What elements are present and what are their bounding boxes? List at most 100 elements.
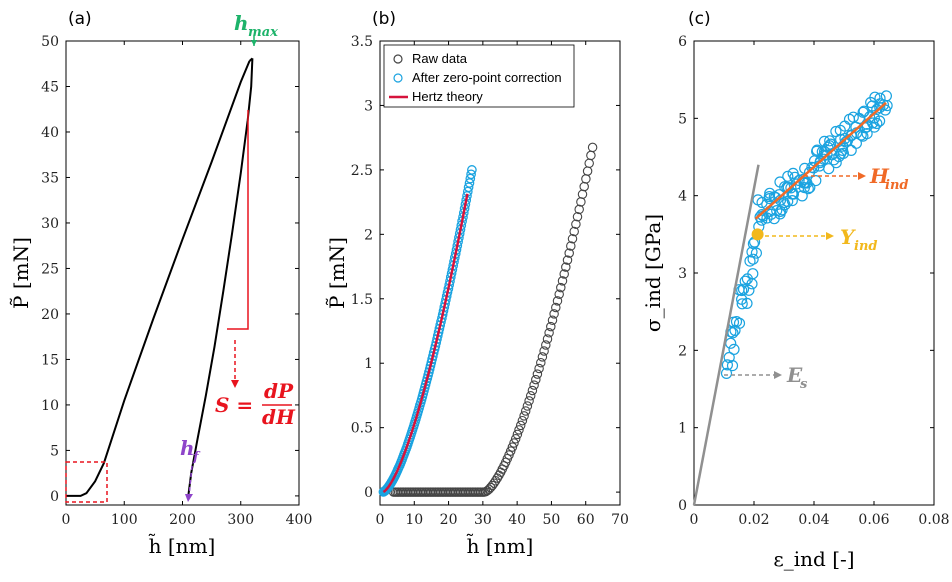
panel-a-stiffness-arrowhead xyxy=(231,380,239,388)
hind-sub: ind xyxy=(885,178,908,193)
y-tick-label: 1 xyxy=(364,356,373,372)
panel-b-axes-box xyxy=(379,40,621,506)
indentation-data-point xyxy=(787,188,800,200)
yind-text: Y xyxy=(840,225,856,249)
raw-data-point xyxy=(551,302,561,313)
yind-annotation: Y ind xyxy=(765,225,877,254)
y-tick-label: 3.5 xyxy=(351,34,373,50)
panel-a-ylabel: P̃ [mN] xyxy=(9,237,33,309)
panel-b-ylabel: P̃ [mN] xyxy=(325,237,349,309)
raw-data-point xyxy=(531,374,541,385)
indentation-data-point xyxy=(837,147,850,159)
panel-c-label: (c) xyxy=(688,9,711,29)
x-tick-label: 40 xyxy=(508,512,526,528)
raw-data-point xyxy=(537,352,548,362)
panel-a-stiffness-triangle xyxy=(227,110,249,330)
x-tick-label: 20 xyxy=(440,512,458,528)
raw-data-point xyxy=(536,357,546,368)
y-tick-label: 45 xyxy=(41,79,59,95)
indentation-data-point xyxy=(746,246,758,258)
panel-b-hertz-line xyxy=(382,193,469,493)
hf-arrowhead xyxy=(185,494,193,502)
legend-hertz-label: Hertz theory xyxy=(412,89,483,104)
raw-data-point xyxy=(569,226,579,237)
panel-c-data-points xyxy=(720,90,893,379)
raw-data-point xyxy=(559,269,569,279)
panel-b-raw-points xyxy=(388,142,598,497)
indentation-data-point xyxy=(733,317,746,329)
panel-a-curves xyxy=(66,57,254,497)
raw-data-point xyxy=(492,473,503,483)
legend-box xyxy=(383,44,575,108)
raw-data-point xyxy=(584,158,594,169)
indentation-data-point xyxy=(747,253,759,265)
raw-data-point xyxy=(509,438,519,448)
x-tick-label: 50 xyxy=(543,512,561,528)
y-tick-label: 5 xyxy=(50,443,59,459)
x-tick-label: 0 xyxy=(690,512,699,528)
panel-c-ticks: 0 0.02 0.04 0.06 0.08 0 1 2 3 4 5 6 xyxy=(678,34,950,528)
y-tick-label: 5 xyxy=(678,111,687,127)
x-tick-label: 200 xyxy=(169,512,196,528)
raw-data-point xyxy=(510,434,521,444)
raw-data-point xyxy=(522,401,533,411)
x-tick-label: 70 xyxy=(611,512,629,528)
y-tick-label: 3 xyxy=(678,266,687,282)
y-tick-label: 1.5 xyxy=(351,292,373,308)
indentation-data-point xyxy=(873,115,886,127)
raw-data-point xyxy=(512,429,523,440)
y-tick-label: 40 xyxy=(41,125,59,141)
raw-data-point xyxy=(576,197,586,207)
indentation-data-point xyxy=(756,214,768,226)
panel-c-xlabel: ε_ind [-] xyxy=(773,547,854,571)
indentation-data-point xyxy=(747,268,759,280)
indentation-data-point xyxy=(786,195,798,207)
raw-data-point xyxy=(566,241,576,251)
raw-data-point xyxy=(552,296,563,306)
raw-data-point xyxy=(487,480,498,491)
legend-corrected-label: After zero-point correction xyxy=(412,70,562,85)
y-tick-label: 2 xyxy=(364,227,373,243)
raw-data-point xyxy=(547,315,558,326)
raw-data-point xyxy=(490,476,501,486)
es-annotation: E s xyxy=(724,363,808,392)
indentation-data-point xyxy=(861,128,873,140)
indentation-data-point xyxy=(823,163,835,175)
raw-data-point xyxy=(524,396,534,406)
raw-data-point xyxy=(541,340,551,350)
hmax-sub: max xyxy=(248,25,278,40)
panel-b-corrected-points xyxy=(378,165,477,497)
indentation-data-point xyxy=(877,99,890,111)
raw-data-point xyxy=(572,212,583,222)
hmax-text: h xyxy=(234,11,249,35)
es-sub: s xyxy=(800,377,808,392)
indentation-data-point xyxy=(728,343,740,355)
raw-data-point xyxy=(586,150,596,161)
raw-data-point xyxy=(549,309,559,319)
y-tick-label: 0 xyxy=(364,485,373,501)
raw-data-point xyxy=(557,276,568,286)
indentation-data-point xyxy=(804,181,816,194)
x-tick-label: 0.02 xyxy=(738,512,769,528)
raw-data-point xyxy=(562,255,573,265)
indentation-data-point xyxy=(825,138,837,150)
y-tick-label: 0 xyxy=(678,498,687,514)
raw-data-point xyxy=(507,442,518,452)
panel-b-legend: Raw data After zero-point correction Her… xyxy=(383,44,575,108)
indentation-data-point xyxy=(737,283,750,295)
panel-b-label: (b) xyxy=(372,9,396,29)
raw-data-point xyxy=(577,189,588,200)
y-tick-label: 50 xyxy=(41,34,59,50)
y-tick-label: 10 xyxy=(41,398,59,414)
y-tick-label: 6 xyxy=(678,34,687,50)
raw-data-point xyxy=(520,406,531,416)
panel-b: (b) 0 10 20 30 40 50 60 70 0 0.5 1 1.5 2 2.5 3 3.5 Raw … xyxy=(325,9,629,558)
raw-data-point xyxy=(542,334,553,344)
indentation-data-point xyxy=(725,337,737,349)
x-tick-label: 400 xyxy=(286,512,313,528)
x-tick-label: 0.08 xyxy=(918,512,949,528)
raw-data-point xyxy=(539,346,549,356)
stiffness-lhs: S = xyxy=(215,393,253,417)
hind-annotation: H ind xyxy=(804,164,908,193)
raw-data-point xyxy=(554,289,564,300)
